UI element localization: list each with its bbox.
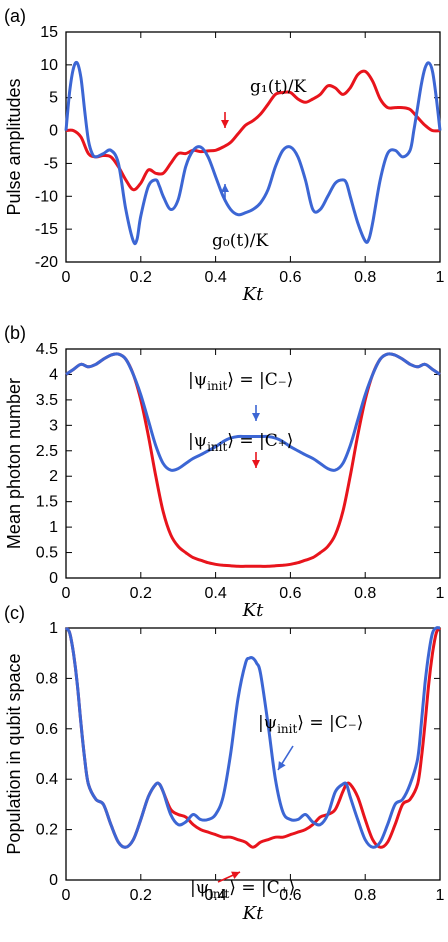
annotation-suffix: ⟩ = |C₊⟩ [227, 431, 293, 451]
annotation-label: |ψinit⟩ = |C₊⟩ [188, 431, 293, 454]
y-tick-label: 0.4 [36, 771, 58, 788]
series-line-blue [64, 60, 442, 246]
annotation-arrowhead [252, 460, 260, 468]
plot-frame [65, 31, 441, 263]
panel-label: (c) [4, 603, 25, 623]
series-line-blue [64, 626, 441, 849]
x-tick-label: 0 [62, 269, 71, 286]
y-tick-label: 0.8 [36, 670, 58, 687]
x-tick-label: 0.6 [279, 585, 301, 602]
panel-c: (c) 0 0.2 0.4 0.6 0.8 1 0 0.2 0.4 0.6 0.8 1 Kt Populat… [4, 603, 445, 924]
y-tick-label: 2.5 [36, 443, 58, 460]
y-tick-label: 2 [49, 468, 58, 485]
x-tick-label: 1 [436, 887, 445, 904]
x-tick-label: 0.6 [279, 269, 301, 286]
y-axis-label: Pulse amplitudes [4, 78, 24, 215]
x-tick-label: 0.8 [354, 269, 376, 286]
y-tick-label: -10 [35, 188, 58, 205]
y-tick-label: 3 [49, 417, 58, 434]
x-tick-label: 0.2 [130, 585, 152, 602]
y-tick-label: 1 [49, 620, 58, 637]
y-tick-label: 0.5 [36, 545, 58, 562]
annotation-subscript: init [277, 722, 297, 736]
y-tick-label: 1.5 [36, 494, 58, 511]
y-axis-label: Population in qubit space [4, 653, 24, 854]
annotation-subscript: init [207, 440, 227, 454]
series-line-red [64, 626, 442, 849]
plot-frame [65, 348, 441, 579]
y-tick-label: -15 [35, 221, 58, 238]
y-tick-label: 3.5 [36, 392, 58, 409]
annotation-label: |ψinit⟩ = |C₋⟩ [188, 370, 293, 393]
series-line-blue [65, 352, 441, 472]
annotation-arrowhead [252, 413, 260, 421]
annotation-label: |ψinit⟩ = |C₊⟩ [190, 878, 295, 901]
panel-b: (b) 0 0.2 0.4 0.6 0.8 1 0 0.5 1 1.5 2 2.5 3 3.5 4 4.5 Kt M… [4, 323, 445, 621]
y-tick-label: 0.2 [36, 822, 58, 839]
x-tick-label: 1 [436, 585, 445, 602]
x-tick-label: 0.6 [279, 887, 301, 904]
y-tick-label: -5 [44, 155, 58, 172]
x-axis-label: Kt [242, 284, 264, 305]
annotation-subscript: init [209, 887, 229, 901]
annotation-arrowhead [278, 761, 286, 770]
panel-a: (a) 0 0.2 0.4 0.6 0.8 1 -20 -15 -10 -5 0 5 10 15 Kt Puls… [4, 6, 445, 305]
annotation-label: g₁(t)/K [250, 77, 307, 97]
annotation-suffix: ⟩ = |C₋⟩ [297, 713, 363, 733]
annotation-prefix: |ψ [258, 713, 277, 733]
y-tick-label: 10 [40, 57, 58, 74]
y-tick-label: 0 [49, 872, 58, 889]
annotation-prefix: |ψ [190, 878, 209, 898]
y-tick-label: 1 [49, 519, 58, 536]
annotation-arrowhead [231, 871, 240, 879]
annotation-label: |ψinit⟩ = |C₋⟩ [258, 713, 363, 736]
x-tick-label: 1 [436, 269, 445, 286]
x-axis-label: Kt [242, 600, 264, 621]
y-tick-label: 5 [49, 90, 58, 107]
annotation-prefix: |ψ [188, 370, 207, 390]
panel-label: (a) [4, 6, 26, 26]
series-line-red [65, 69, 441, 192]
y-tick-label: 15 [40, 24, 58, 41]
annotation-subscript: init [207, 379, 227, 393]
y-tick-label: 0 [49, 123, 58, 140]
x-axis-label: Kt [242, 903, 264, 924]
x-tick-label: 0.2 [130, 269, 152, 286]
x-tick-label: 0.8 [354, 887, 376, 904]
x-tick-label: 0 [62, 585, 71, 602]
annotation-suffix: ⟩ = |C₊⟩ [229, 878, 295, 898]
x-tick-label: 0.4 [204, 585, 226, 602]
plot-frame [65, 627, 441, 881]
annotation-arrowhead [221, 120, 229, 128]
annotation-suffix: ⟩ = |C₋⟩ [227, 370, 293, 390]
y-tick-label: 0.6 [36, 721, 58, 738]
panel-label: (b) [4, 323, 26, 343]
x-tick-label: 0 [62, 887, 71, 904]
y-tick-label: 4.5 [36, 341, 58, 358]
y-tick-label: 0 [49, 570, 58, 587]
annotation-arrowhead [221, 184, 229, 192]
y-tick-label: 4 [49, 366, 58, 383]
x-tick-label: 0.4 [204, 887, 226, 904]
x-tick-label: 0.2 [130, 887, 152, 904]
y-tick-label: -20 [35, 254, 58, 271]
x-tick-label: 0.4 [204, 269, 226, 286]
annotation-label: g₀(t)/K [212, 231, 269, 251]
annotation-prefix: |ψ [188, 431, 207, 451]
y-axis-label: Mean photon number [4, 378, 24, 549]
x-tick-label: 0.8 [354, 585, 376, 602]
